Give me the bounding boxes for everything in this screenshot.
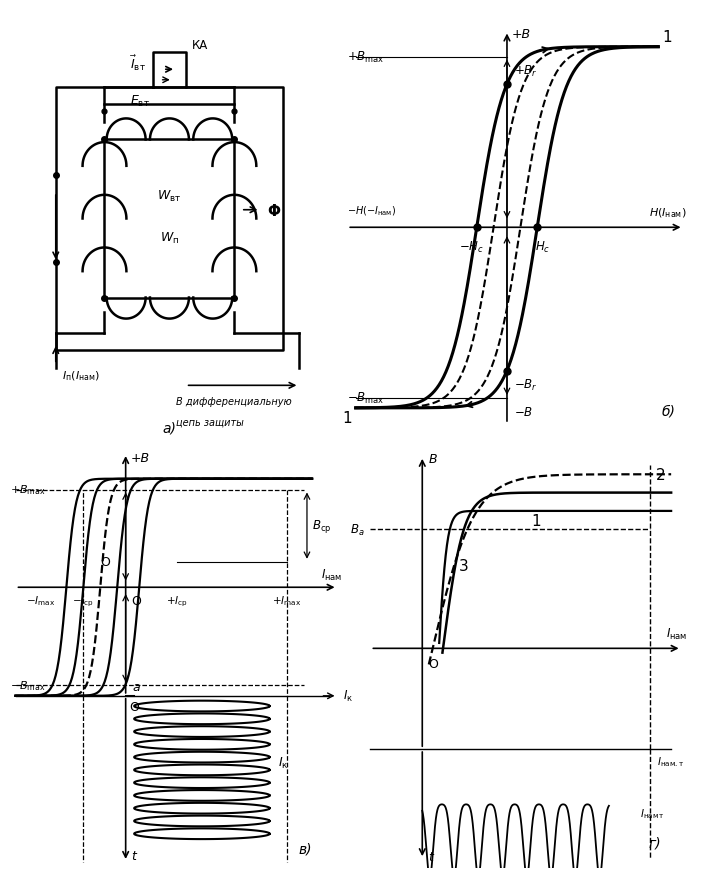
Text: 1: 1 [532, 513, 542, 528]
Text: г): г) [648, 836, 661, 850]
Text: $-B$: $-B$ [514, 405, 533, 418]
Text: $B_a$: $B_a$ [349, 522, 364, 538]
Text: $B_{\rm ср}$: $B_{\rm ср}$ [312, 517, 331, 534]
Text: O: O [429, 658, 438, 671]
Text: $E_{\rm вт}$: $E_{\rm вт}$ [131, 94, 150, 110]
Text: t: t [131, 849, 136, 862]
Text: В дифференциальную: В дифференциальную [176, 396, 292, 406]
Text: 2: 2 [656, 467, 666, 482]
Text: б): б) [662, 404, 675, 418]
Text: $I_{\rm к}$: $I_{\rm к}$ [342, 688, 353, 703]
Text: $\vec{I}_{\rm вт}$: $\vec{I}_{\rm вт}$ [131, 53, 146, 73]
Text: $I_{\rm п}(I_{\rm нам})$: $I_{\rm п}(I_{\rm нам})$ [62, 368, 100, 382]
Text: $-H(-I_{\rm нам})$: $-H(-I_{\rm нам})$ [347, 204, 397, 218]
Text: $-B_{\rm max}$: $-B_{\rm max}$ [11, 678, 46, 692]
Text: $I_{\rm к}$: $I_{\rm к}$ [278, 755, 289, 770]
Text: $-B_r$: $-B_r$ [514, 377, 537, 392]
Text: в): в) [299, 842, 312, 855]
Text: 3: 3 [459, 559, 469, 574]
Text: $-I_{\rm max}$: $-I_{\rm max}$ [26, 594, 56, 608]
Text: t: t [429, 850, 433, 863]
Text: B: B [429, 453, 437, 466]
Text: $-I_{\rm ср}$: $-I_{\rm ср}$ [72, 594, 95, 609]
Text: цепь защиты: цепь защиты [176, 417, 244, 427]
Text: $I_{\rm нам}$: $I_{\rm нам}$ [666, 626, 688, 641]
Text: а): а) [162, 421, 176, 435]
Text: $-B_{\rm max}$: $-B_{\rm max}$ [347, 391, 385, 406]
Text: $W_{\rm вт}$: $W_{\rm вт}$ [157, 189, 181, 204]
Text: $+B_{\rm max}$: $+B_{\rm max}$ [11, 483, 46, 497]
Text: $I_{\rm нам\,т}$: $I_{\rm нам\,т}$ [640, 807, 665, 820]
Text: $+B_{\rm max}$: $+B_{\rm max}$ [347, 50, 385, 65]
Text: +B: +B [131, 451, 150, 464]
Text: $I_{\rm нам.т}$: $I_{\rm нам.т}$ [657, 755, 684, 768]
Text: O: O [100, 555, 110, 568]
Text: $I_{\rm нам}$: $I_{\rm нам}$ [321, 567, 342, 582]
Text: $-H_c$: $-H_c$ [459, 240, 484, 255]
Text: 1: 1 [662, 30, 671, 45]
Text: +B: +B [512, 27, 531, 40]
Text: $+I_{\rm ср}$: $+I_{\rm ср}$ [165, 594, 188, 609]
Text: $H(I_{\rm нам})$: $H(I_{\rm нам})$ [650, 206, 687, 220]
Text: а: а [133, 681, 140, 694]
Text: $H_c$: $H_c$ [534, 240, 550, 255]
Text: $+B_r$: $+B_r$ [514, 64, 537, 79]
Text: O: O [131, 594, 140, 607]
Text: КА: КА [192, 39, 208, 52]
Text: 1: 1 [342, 411, 352, 426]
Text: $+I_{\rm max}$: $+I_{\rm max}$ [272, 594, 301, 608]
Text: O: O [129, 700, 139, 713]
Text: $\mathbf{\Phi}$: $\mathbf{\Phi}$ [267, 203, 281, 218]
Text: $W_{\rm п}$: $W_{\rm п}$ [160, 231, 179, 246]
